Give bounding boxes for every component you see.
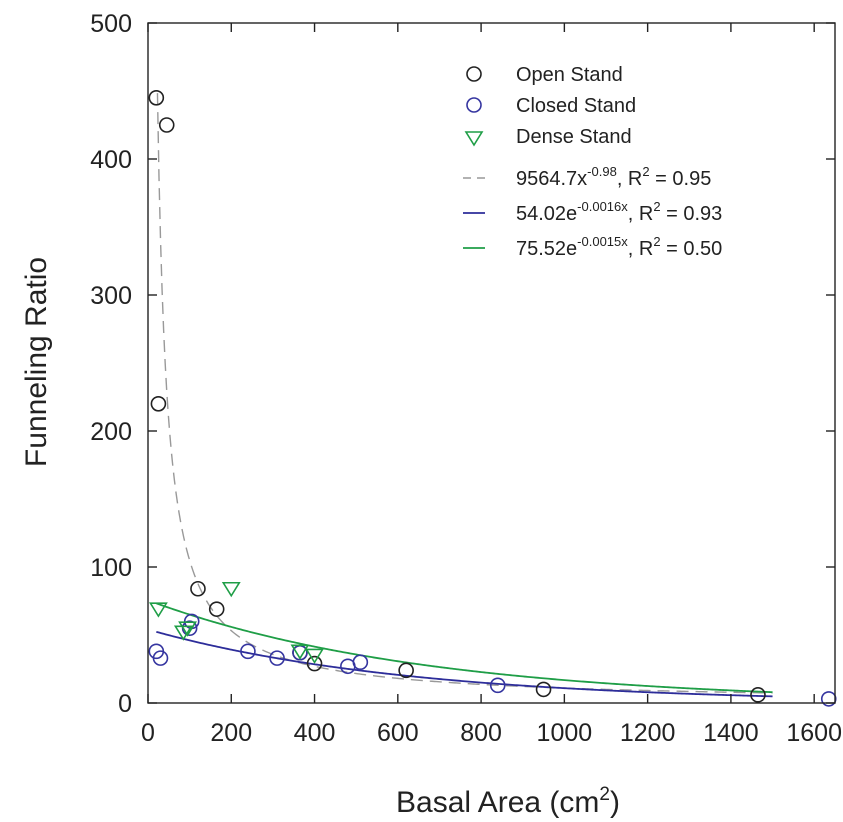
closed-stand-point <box>152 650 169 666</box>
power-fit-r-sup: 2 <box>642 164 649 179</box>
closed-stand-point <box>820 691 837 707</box>
closed-stand-point <box>240 643 256 660</box>
dense-stand-point <box>305 648 324 664</box>
legend-label-power-fit: 9564.7x-0.98, R2 = 0.95 <box>516 164 711 190</box>
legend-item-closed-fit: 54.02e-0.0016x, R2 = 0.93 <box>463 199 722 225</box>
closed-fit-r-val: = 0.93 <box>661 203 723 225</box>
fit-curves <box>156 93 773 698</box>
y-tick-label: 200 <box>90 418 132 446</box>
dense-stand-fit-curve <box>156 602 773 694</box>
closed-fit-r: , R <box>628 203 654 225</box>
closed-stand-point <box>352 654 369 671</box>
x-tick-label: 1600 <box>786 719 842 747</box>
dense-stand-point <box>148 602 168 618</box>
legend-label-closed-stand: Closed Stand <box>516 95 636 117</box>
x-tick-label: 0 <box>141 719 155 747</box>
x-tick-label: 1200 <box>620 719 676 747</box>
legend-item-power-fit: 9564.7x-0.98, R2 = 0.95 <box>463 164 711 190</box>
dense-stand-point <box>221 581 241 598</box>
legend-label-closed-fit: 54.02e-0.0016x, R2 = 0.93 <box>516 199 722 225</box>
legend-item-closed-stand: Closed Stand <box>466 95 636 117</box>
legend-label-dense-fit: 75.52e-0.0015x, R2 = 0.50 <box>516 234 722 260</box>
open-stand-point <box>398 662 414 679</box>
power-fit-coef: 9564.7x <box>516 168 587 190</box>
axis-ticks: 0 200 400 600 800 1000 1200 1400 1600 0 100 200 300 4… <box>90 10 842 747</box>
legend-marker-dense-stand <box>464 131 484 147</box>
open-stand-point <box>306 655 323 672</box>
closed-stand-fit-curve <box>156 630 773 698</box>
open-stand-point <box>750 687 766 703</box>
legend-label-open-stand: Open Stand <box>516 64 623 86</box>
open-stand-point <box>150 395 167 412</box>
open-stand-point <box>208 601 225 617</box>
dense-fit-r: , R <box>628 238 654 260</box>
legend-marker-open-stand <box>466 66 482 82</box>
legend-marker-closed-stand <box>466 97 482 113</box>
legend-item-open-stand: Open Stand <box>466 64 623 86</box>
open-stand-point <box>148 90 165 106</box>
power-fit-r: , R <box>617 168 643 190</box>
legend-label-dense-stand: Dense Stand <box>516 126 632 148</box>
x-tick-label: 1000 <box>537 719 593 747</box>
legend: Open Stand Closed Stand Dense Stand 9564… <box>463 64 722 260</box>
dense-fit-coef: 75.52e <box>516 238 577 260</box>
dense-stand-point <box>173 625 193 641</box>
x-axis-label-close: ) <box>610 786 620 819</box>
x-axis-label: Basal Area (cm2) <box>396 784 620 819</box>
closed-fit-r-sup: 2 <box>653 199 660 214</box>
dense-stand-point <box>178 621 197 637</box>
open-stand-point <box>535 681 552 698</box>
closed-fit-coef: 54.02e <box>516 203 577 225</box>
open-stand-point <box>158 117 175 133</box>
dense-stand-point <box>290 644 310 660</box>
dense-fit-exp: -0.0015x <box>577 234 628 249</box>
y-tick-label: 0 <box>118 690 132 718</box>
y-tick-label: 100 <box>90 554 132 582</box>
x-axis-label-text: Basal Area (cm <box>396 786 599 819</box>
closed-stand-point <box>489 677 506 694</box>
closed-stand-point <box>269 650 285 666</box>
x-tick-label: 400 <box>294 719 336 747</box>
x-tick-label: 600 <box>377 719 419 747</box>
plot-border <box>147 22 836 704</box>
y-axis-label: Funneling Ratio <box>20 257 53 467</box>
x-tick-label: 800 <box>460 719 502 747</box>
open-stand-point <box>190 580 206 597</box>
x-tick-label: 1400 <box>703 719 759 747</box>
legend-item-dense-stand: Dense Stand <box>464 126 632 148</box>
y-tick-label: 500 <box>90 10 132 38</box>
dense-fit-r-sup: 2 <box>653 234 660 249</box>
power-fit-r-val: = 0.95 <box>650 168 712 190</box>
power-fit-exp: -0.98 <box>587 164 617 179</box>
y-tick-label: 400 <box>90 146 132 174</box>
y-tick-label: 300 <box>90 282 132 310</box>
data-points <box>148 90 837 707</box>
closed-fit-exp: -0.0016x <box>577 199 628 214</box>
plot-frame <box>147 22 836 704</box>
x-axis-label-superscript: 2 <box>599 784 610 805</box>
dense-fit-r-val: = 0.50 <box>661 238 723 260</box>
legend-item-dense-fit: 75.52e-0.0015x, R2 = 0.50 <box>463 234 722 260</box>
x-tick-label: 200 <box>210 719 252 747</box>
